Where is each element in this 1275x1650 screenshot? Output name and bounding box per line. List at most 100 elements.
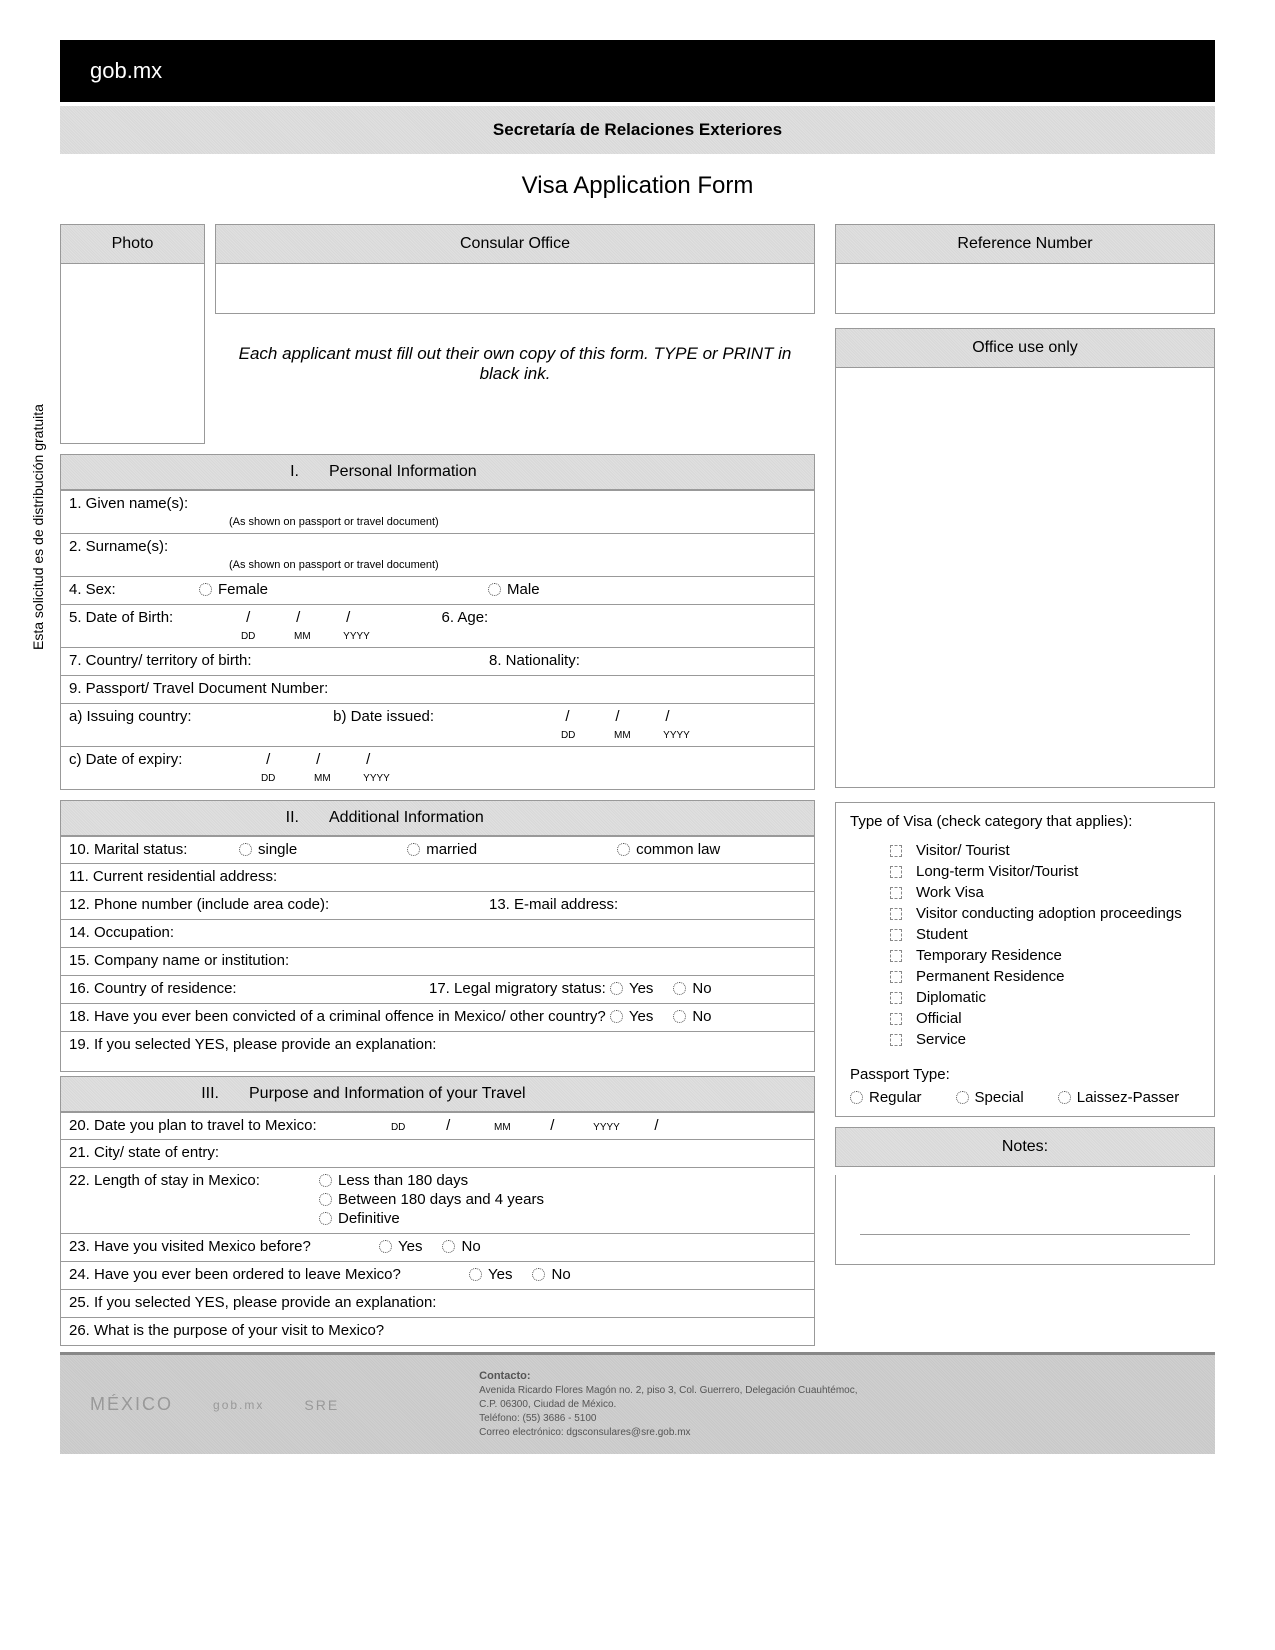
legal-label: 17. Legal migratory status: — [429, 980, 606, 997]
radio-conv-yes[interactable]: Yes — [610, 1008, 653, 1025]
mm-label: MM — [277, 631, 327, 642]
radio-len3[interactable]: Definitive — [319, 1210, 400, 1227]
visa-item-9[interactable]: Service — [890, 1029, 1200, 1050]
convicted-label: 18. Have you ever been convicted of a cr… — [69, 1008, 606, 1025]
nationality-label: 8. Nationality: — [489, 652, 580, 669]
travel-date-row[interactable]: 20. Date you plan to travel to Mexico: D… — [60, 1112, 815, 1140]
mm2: MM — [597, 730, 647, 741]
mm3: MM — [297, 773, 347, 784]
visa-item-label: Official — [916, 1010, 962, 1027]
reference-field[interactable] — [835, 264, 1215, 314]
passport-row[interactable]: 9. Passport/ Travel Document Number: — [60, 676, 815, 704]
notes-area[interactable] — [835, 1175, 1215, 1265]
birth-country-row[interactable]: 7. Country/ territory of birth: 8. Natio… — [60, 648, 815, 676]
dob-row[interactable]: 5. Date of Birth: /// 6. Age: DD MM YYYY — [60, 605, 815, 648]
expiry-row[interactable]: c) Date of expiry: /// DD MM YYYY — [60, 747, 815, 790]
visa-item-6[interactable]: Permanent Residence — [890, 966, 1200, 987]
section-1-header: I. Personal Information — [60, 454, 815, 490]
radio-common[interactable]: common law — [617, 841, 720, 858]
checkbox-icon — [890, 992, 902, 1004]
visa-item-label: Permanent Residence — [916, 968, 1064, 985]
no2: No — [692, 1008, 711, 1025]
visa-item-3[interactable]: Visitor conducting adoption proceedings — [890, 903, 1200, 924]
visited-label: 23. Have you visited Mexico before? — [69, 1238, 379, 1255]
radio-ord-yes[interactable]: Yes — [469, 1266, 512, 1283]
photo-header: Photo — [60, 224, 205, 264]
radio-legal-yes[interactable]: Yes — [610, 980, 653, 997]
consular-header: Consular Office — [215, 224, 815, 264]
radio-special[interactable]: Special — [956, 1089, 1024, 1106]
visa-item-0[interactable]: Visitor/ Tourist — [890, 840, 1200, 861]
checkbox-icon — [890, 1013, 902, 1025]
section-2-title: Additional Information — [329, 809, 484, 827]
occupation-label: 14. Occupation: — [69, 924, 174, 941]
radio-vis-yes[interactable]: Yes — [379, 1238, 422, 1255]
male-label: Male — [507, 581, 540, 598]
radio-regular[interactable]: Regular — [850, 1089, 922, 1106]
visa-item-2[interactable]: Work Visa — [890, 882, 1200, 903]
visa-item-label: Visitor conducting adoption proceedings — [916, 905, 1182, 922]
radio-married[interactable]: married — [407, 841, 477, 858]
visa-item-8[interactable]: Official — [890, 1008, 1200, 1029]
checkbox-icon — [890, 971, 902, 983]
explain2-row[interactable]: 25. If you selected YES, please provide … — [60, 1290, 815, 1318]
radio-female[interactable]: Female — [199, 581, 268, 598]
consular-field[interactable] — [215, 264, 815, 314]
given-name-hint: (As shown on passport or travel document… — [69, 516, 439, 528]
purpose-row[interactable]: 26. What is the purpose of your visit to… — [60, 1318, 815, 1346]
visa-item-1[interactable]: Long-term Visitor/Tourist — [890, 861, 1200, 882]
email-label: 13. E-mail address: — [489, 896, 618, 913]
section-1-title: Personal Information — [329, 463, 477, 481]
surname-row[interactable]: 2. Surname(s): (As shown on passport or … — [60, 534, 815, 577]
visa-item-label: Work Visa — [916, 884, 984, 901]
radio-laissez[interactable]: Laissez-Passer — [1058, 1089, 1180, 1106]
phone-label: 12. Phone number (include area code): — [69, 896, 489, 913]
form-title: Visa Application Form — [60, 172, 1215, 200]
visa-item-4[interactable]: Student — [890, 924, 1200, 945]
given-name-row[interactable]: 1. Given name(s): (As shown on passport … — [60, 490, 815, 534]
sex-row: 4. Sex: Female Male — [60, 577, 815, 605]
radio-legal-no[interactable]: No — [673, 980, 711, 997]
checkbox-icon — [890, 845, 902, 857]
yes1: Yes — [629, 980, 653, 997]
date-issued-label: b) Date issued: — [333, 708, 434, 725]
visa-type-box: Type of Visa (check category that applie… — [835, 802, 1215, 1117]
entry-city-row[interactable]: 21. City/ state of entry: — [60, 1140, 815, 1168]
yes3: Yes — [398, 1238, 422, 1255]
radio-male[interactable]: Male — [488, 581, 540, 598]
gobmx-logo: gob.mx — [213, 1398, 264, 1412]
issuing-country-label: a) Issuing country: — [69, 708, 329, 725]
residence-row[interactable]: 16. Country of residence: 17. Legal migr… — [60, 976, 815, 1004]
office-header: Office use only — [835, 328, 1215, 368]
visa-item-label: Diplomatic — [916, 989, 986, 1006]
radio-len1[interactable]: Less than 180 days — [319, 1172, 468, 1189]
radio-ord-no[interactable]: No — [532, 1266, 570, 1283]
residence-label: 16. Country of residence: — [69, 980, 429, 997]
checkbox-icon — [890, 866, 902, 878]
dd3: DD — [243, 773, 293, 784]
radio-len2[interactable]: Between 180 days and 4 years — [319, 1191, 544, 1208]
radio-conv-no[interactable]: No — [673, 1008, 711, 1025]
surname-hint: (As shown on passport or travel document… — [69, 559, 439, 571]
radio-vis-no[interactable]: No — [442, 1238, 480, 1255]
address-row[interactable]: 11. Current residential address: — [60, 864, 815, 892]
no4: No — [551, 1266, 570, 1283]
phone-email-row[interactable]: 12. Phone number (include area code): 13… — [60, 892, 815, 920]
visa-item-label: Long-term Visitor/Tourist — [916, 863, 1078, 880]
special-label: Special — [975, 1089, 1024, 1106]
section-3-title: Purpose and Information of your Travel — [249, 1085, 526, 1103]
radio-single[interactable]: single — [239, 841, 297, 858]
explain-row[interactable]: 19. If you selected YES, please provide … — [60, 1032, 815, 1072]
len1-label: Less than 180 days — [338, 1172, 468, 1189]
occupation-row[interactable]: 14. Occupation: — [60, 920, 815, 948]
visa-item-7[interactable]: Diplomatic — [890, 987, 1200, 1008]
no1: No — [692, 980, 711, 997]
company-row[interactable]: 15. Company name or institution: — [60, 948, 815, 976]
issuing-row[interactable]: a) Issuing country: b) Date issued: /// … — [60, 704, 815, 747]
visa-item-5[interactable]: Temporary Residence — [890, 945, 1200, 966]
regular-label: Regular — [869, 1089, 922, 1106]
company-label: 15. Company name or institution: — [69, 952, 289, 969]
checkbox-icon — [890, 1034, 902, 1046]
mexico-logo: MÉXICO — [90, 1394, 173, 1415]
purpose-label: 26. What is the purpose of your visit to… — [69, 1322, 384, 1339]
